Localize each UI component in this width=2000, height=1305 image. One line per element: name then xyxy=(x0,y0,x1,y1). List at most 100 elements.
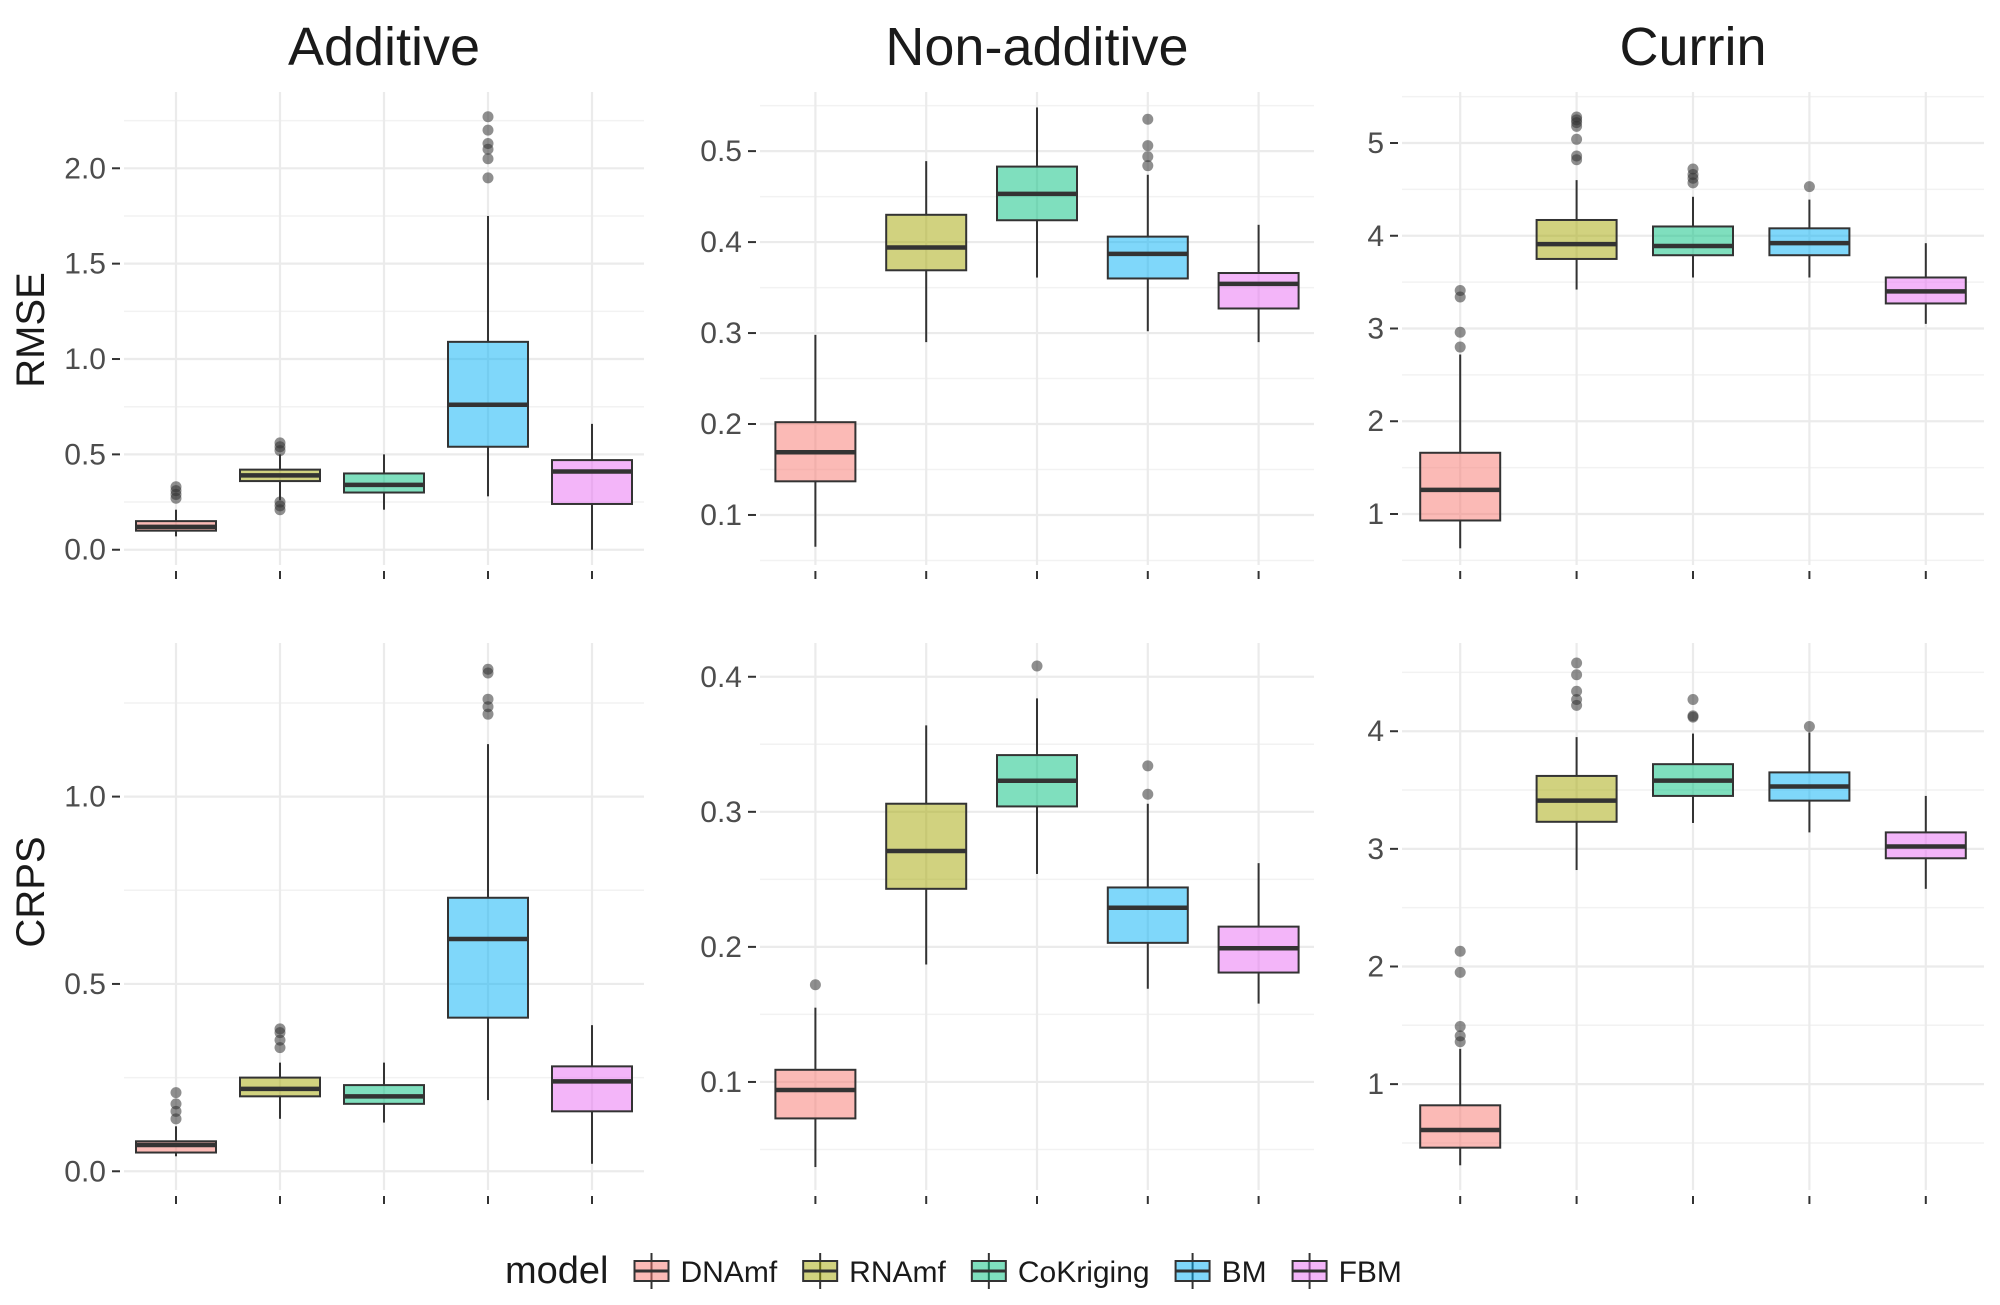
outlier-point xyxy=(1142,760,1153,771)
outlier-point xyxy=(483,138,494,149)
y-tick-label: 0.2 xyxy=(700,931,742,964)
panel-additive-rmse: 0.0 0.5 1.0 1.5 2.0 xyxy=(64,92,644,579)
panels-layer: 0.00.51.01.52.00.10.20.30.40.5123450.00.… xyxy=(64,92,1984,1204)
box-fbm-currin-rmse xyxy=(1886,243,1966,324)
y-tick-label: 4 xyxy=(1367,220,1384,253)
box-rnamf-currin-rmse xyxy=(1537,112,1617,290)
outlier-point xyxy=(1142,114,1153,125)
iqr-box xyxy=(448,898,528,1018)
legend-label-fbm: FBM xyxy=(1339,1256,1402,1289)
iqr-box xyxy=(1108,887,1188,942)
y-tick-label: 1.0 xyxy=(64,781,106,814)
iqr-box xyxy=(1420,1105,1500,1147)
iqr-box xyxy=(1653,226,1733,255)
outlier-point xyxy=(483,694,494,705)
box-bm-non-additive-rmse xyxy=(1108,114,1188,331)
y-tick-label: 0.0 xyxy=(64,1155,106,1188)
box-fbm-additive-crps xyxy=(552,1025,632,1164)
box-rnamf-non-additive-crps xyxy=(886,725,966,964)
outlier-point xyxy=(1688,694,1699,705)
outlier-point xyxy=(1571,686,1582,697)
outlier-point xyxy=(275,497,286,508)
outlier-point xyxy=(171,1087,182,1098)
outlier-point xyxy=(171,1098,182,1109)
box-rnamf-non-additive-rmse xyxy=(886,161,966,342)
y-tick-label: 0.3 xyxy=(700,796,742,829)
y-tick-label: 0.1 xyxy=(700,1066,742,1099)
y-tick-label: 4 xyxy=(1367,715,1384,748)
iqr-box xyxy=(448,342,528,447)
outlier-point xyxy=(1455,946,1466,957)
iqr-box xyxy=(1108,237,1188,279)
col-title-non-additive: Non-additive xyxy=(885,17,1188,77)
outlier-point xyxy=(483,125,494,136)
y-tick-label: 1 xyxy=(1367,498,1384,531)
panel-non-additive-rmse: 0.1 0.2 0.3 0.4 0.5 xyxy=(700,92,1314,579)
outlier-point xyxy=(483,172,494,183)
legend-label-cokriging: CoKriging xyxy=(1018,1256,1150,1289)
outlier-point xyxy=(1571,150,1582,161)
y-tick-label: 0.3 xyxy=(700,317,742,350)
row-title-rmse: RMSE xyxy=(9,272,53,388)
outlier-point xyxy=(1804,721,1815,732)
y-tick-label: 1 xyxy=(1367,1068,1384,1101)
legend-item-rnamf: RNAmf xyxy=(803,1253,946,1289)
outlier-point xyxy=(1455,1021,1466,1032)
box-fbm-additive-rmse xyxy=(552,424,632,550)
y-tick-label: 0.5 xyxy=(64,968,106,1001)
y-tick-label: 0.5 xyxy=(64,438,106,471)
y-tick-label: 0.2 xyxy=(700,408,742,441)
outlier-point xyxy=(1142,151,1153,162)
y-tick-label: 5 xyxy=(1367,127,1384,160)
outlier-point xyxy=(275,437,286,448)
legend-title: model xyxy=(505,1250,609,1292)
outlier-point xyxy=(1455,1030,1466,1041)
legend-label-rnamf: RNAmf xyxy=(849,1256,946,1289)
outlier-point xyxy=(1455,342,1466,353)
iqr-box xyxy=(552,1066,632,1111)
outlier-point xyxy=(483,111,494,122)
outlier-point xyxy=(483,664,494,675)
outlier-point xyxy=(1032,660,1043,671)
y-tick-label: 3 xyxy=(1367,313,1384,346)
legend: model DNAmf RNAmf CoKriging BM FBM xyxy=(505,1250,1402,1292)
y-tick-label: 0.4 xyxy=(700,226,742,259)
panel-currin-rmse: 1 2 3 4 5 xyxy=(1367,92,1984,579)
iqr-box xyxy=(886,215,966,270)
box-bm-non-additive-crps xyxy=(1108,760,1188,988)
box-fbm-non-additive-crps xyxy=(1219,863,1299,1003)
box-fbm-currin-crps xyxy=(1886,796,1966,889)
outlier-point xyxy=(810,979,821,990)
y-tick-label: 1.5 xyxy=(64,248,106,281)
col-title-currin: Currin xyxy=(1619,17,1766,77)
row-title-crps: CRPS xyxy=(9,836,53,947)
box-dnamf-additive-crps xyxy=(136,1087,216,1156)
y-tick-label: 2 xyxy=(1367,950,1384,983)
outlier-point xyxy=(275,1023,286,1034)
outlier-point xyxy=(1455,327,1466,338)
y-tick-label: 0.1 xyxy=(700,499,742,532)
outlier-point xyxy=(1571,669,1582,680)
y-tick-label: 2 xyxy=(1367,405,1384,438)
box-rnamf-additive-rmse xyxy=(240,437,320,515)
legend-item-dnamf: DNAmf xyxy=(635,1253,778,1289)
outlier-point xyxy=(483,153,494,164)
outlier-point xyxy=(1804,181,1815,192)
legend-label-dnamf: DNAmf xyxy=(681,1256,778,1289)
legend-item-fbm: FBM xyxy=(1293,1253,1402,1289)
iqr-box xyxy=(1537,220,1617,259)
y-tick-label: 0.4 xyxy=(700,661,742,694)
y-tick-label: 0.0 xyxy=(64,534,106,567)
iqr-box xyxy=(1219,273,1299,308)
iqr-box xyxy=(552,460,632,504)
outlier-point xyxy=(1688,163,1699,174)
iqr-box xyxy=(886,804,966,889)
iqr-box xyxy=(1420,453,1500,521)
y-tick-label: 0.5 xyxy=(700,135,742,168)
legend-item-cokriging: CoKriging xyxy=(972,1253,1150,1289)
panel-additive-crps: 0.0 0.5 1.0 xyxy=(64,643,644,1204)
outlier-point xyxy=(1571,134,1582,145)
outlier-point xyxy=(1142,140,1153,151)
y-tick-label: 1.0 xyxy=(64,343,106,376)
